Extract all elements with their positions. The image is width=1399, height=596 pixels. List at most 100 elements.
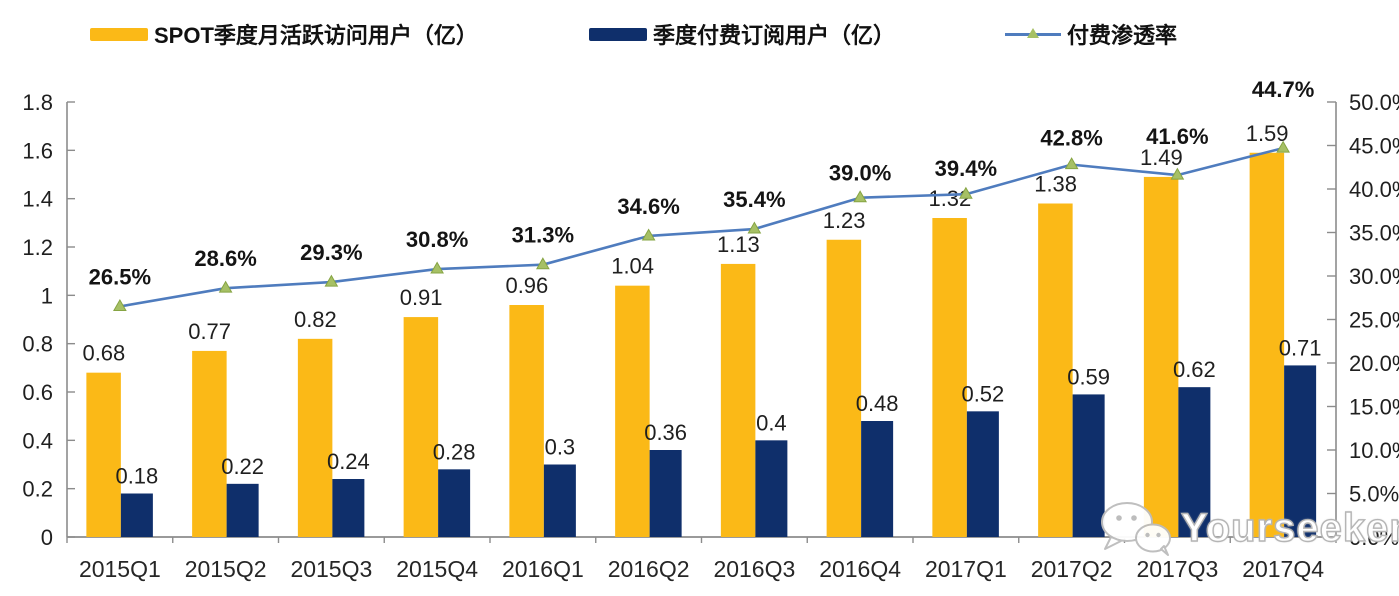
x-category-label: 2016Q4 bbox=[819, 556, 901, 582]
penetration-label: 42.8% bbox=[1040, 126, 1102, 151]
right-axis-tick-label: 25.0% bbox=[1349, 308, 1399, 333]
sub-bar-label: 0.4 bbox=[756, 410, 787, 435]
mau-bar bbox=[932, 218, 967, 537]
penetration-line bbox=[119, 146, 1284, 308]
sub-bar bbox=[438, 469, 471, 537]
x-category-label: 2015Q4 bbox=[396, 556, 478, 582]
right-axis-tick-label: 10.0% bbox=[1349, 438, 1399, 463]
mau-swatch-icon bbox=[90, 27, 148, 41]
x-category-label: 2016Q1 bbox=[502, 556, 584, 582]
penetration-marker bbox=[1064, 157, 1079, 170]
legend-item-penetration: 付费渗透率 bbox=[1005, 18, 1177, 50]
mau-bar bbox=[826, 239, 862, 537]
mau-bar bbox=[720, 263, 756, 537]
right-axis-tick-label: 50.0% bbox=[1349, 90, 1399, 115]
sub-bar-label: 0.52 bbox=[961, 381, 1004, 406]
penetration-label: 41.6% bbox=[1146, 124, 1208, 149]
penetration-marker bbox=[430, 261, 444, 274]
mau-bar bbox=[1038, 203, 1073, 537]
legend-subscribers-label: 季度付费订阅用户（亿） bbox=[653, 23, 896, 48]
sub-bar bbox=[755, 440, 788, 537]
x-category-label: 2016Q3 bbox=[713, 556, 795, 582]
x-category-label: 2015Q2 bbox=[185, 556, 267, 582]
penetration-marker bbox=[1170, 167, 1185, 180]
sub-bar bbox=[543, 464, 576, 537]
x-category-label: 2017Q1 bbox=[925, 556, 1007, 582]
left-axis-tick-label: 0.2 bbox=[22, 477, 53, 502]
mau-bar bbox=[297, 338, 333, 537]
mau-bar bbox=[1143, 176, 1179, 537]
mau-bar-label: 0.68 bbox=[82, 341, 125, 366]
left-axis-tick-label: 0.8 bbox=[22, 332, 53, 357]
left-axis-tick-label: 0 bbox=[41, 525, 53, 550]
penetration-label: 28.6% bbox=[194, 246, 256, 271]
sub-bar-label: 0.62 bbox=[1173, 357, 1216, 382]
x-category-label: 2017Q2 bbox=[1031, 556, 1113, 582]
mau-bar-label: 0.82 bbox=[294, 307, 337, 332]
mau-bar bbox=[509, 305, 544, 537]
right-axis-tick-label: 20.0% bbox=[1349, 351, 1399, 376]
sub-bar-label: 0.28 bbox=[433, 439, 476, 464]
mau-bar bbox=[86, 372, 121, 537]
penetration-label: 30.8% bbox=[406, 227, 468, 252]
mau-bar-label: 0.77 bbox=[188, 319, 231, 344]
left-axis-tick-label: 1.6 bbox=[22, 138, 53, 163]
mau-bar-label: 0.96 bbox=[505, 273, 548, 298]
penetration-label: 39.0% bbox=[829, 161, 891, 186]
penetration-label: 44.7% bbox=[1252, 77, 1314, 102]
sub-bar-label: 0.59 bbox=[1067, 364, 1110, 389]
right-axis-tick-label: 40.0% bbox=[1349, 177, 1399, 202]
mau-bar-label: 0.91 bbox=[400, 285, 443, 310]
mau-bar bbox=[1249, 152, 1285, 537]
sub-bar-label: 0.22 bbox=[221, 454, 264, 479]
sub-bar-label: 0.48 bbox=[856, 391, 899, 416]
mau-bar-label: 1.13 bbox=[717, 232, 760, 257]
left-axis-tick-label: 0.4 bbox=[22, 428, 53, 453]
right-axis-tick-label: 35.0% bbox=[1349, 221, 1399, 246]
x-category-label: 2015Q1 bbox=[79, 556, 161, 582]
left-axis-tick-label: 1 bbox=[41, 283, 53, 308]
sub-bar-label: 0.36 bbox=[644, 420, 687, 445]
mau-bar-label: 1.23 bbox=[823, 208, 866, 233]
mau-bar-label: 1.49 bbox=[1140, 145, 1183, 170]
left-axis-tick-label: 1.8 bbox=[22, 90, 53, 115]
penetration-marker bbox=[113, 298, 127, 311]
legend-mau-label: SPOT季度月活跃访问用户（亿） bbox=[154, 23, 478, 48]
right-axis-tick-label: 45.0% bbox=[1349, 134, 1399, 159]
sub-bar bbox=[861, 421, 894, 537]
penetration-marker bbox=[536, 257, 550, 270]
penetration-label: 35.4% bbox=[723, 187, 785, 212]
x-category-label: 2015Q3 bbox=[290, 556, 372, 582]
mau-bar-label: 1.04 bbox=[611, 254, 654, 279]
right-axis-tick-label: 5.0% bbox=[1349, 482, 1399, 507]
mau-bar bbox=[403, 317, 439, 537]
subscribers-swatch-icon bbox=[589, 27, 647, 41]
sub-bar bbox=[1284, 365, 1317, 537]
sub-bar bbox=[966, 411, 999, 537]
right-axis-tick-label: 15.0% bbox=[1349, 395, 1399, 420]
penetration-marker bbox=[853, 190, 867, 203]
legend-item-subscribers: 季度付费订阅用户（亿） bbox=[589, 18, 895, 50]
x-category-label: 2017Q3 bbox=[1136, 556, 1218, 582]
sub-bar-label: 0.3 bbox=[545, 435, 576, 460]
penetration-marker bbox=[218, 280, 233, 293]
mau-bar-label: 1.59 bbox=[1246, 121, 1289, 146]
sub-bar bbox=[332, 479, 365, 537]
penetration-line-marker-icon bbox=[1005, 27, 1061, 41]
penetration-label: 26.5% bbox=[89, 264, 151, 289]
mau-bar bbox=[192, 350, 227, 537]
mau-bar-label: 1.38 bbox=[1034, 172, 1077, 197]
sub-bar-label: 0.71 bbox=[1279, 335, 1322, 360]
legend-item-mau: SPOT季度月活跃访问用户（亿） bbox=[90, 18, 478, 50]
penetration-marker bbox=[1276, 140, 1290, 153]
mau-bar bbox=[615, 285, 650, 537]
sub-bar bbox=[226, 483, 259, 537]
penetration-marker bbox=[641, 228, 656, 241]
left-axis-tick-label: 0.6 bbox=[22, 380, 53, 405]
penetration-label: 31.3% bbox=[512, 223, 574, 248]
sub-bar bbox=[1178, 387, 1211, 537]
penetration-label: 39.4% bbox=[935, 156, 997, 181]
penetration-label: 29.3% bbox=[300, 240, 362, 265]
